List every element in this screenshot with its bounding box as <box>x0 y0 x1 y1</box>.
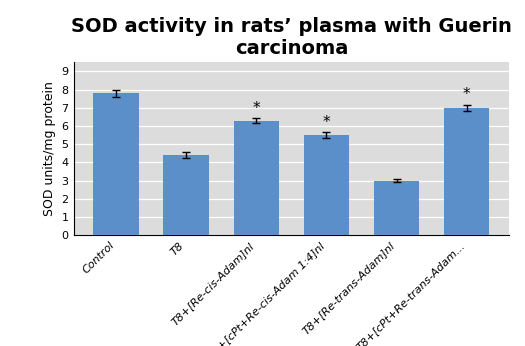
Bar <box>303 135 349 235</box>
Y-axis label: SOD units/mg protein: SOD units/mg protein <box>43 81 56 216</box>
Bar <box>374 181 419 235</box>
Bar <box>234 120 279 235</box>
Text: *: * <box>323 115 330 130</box>
Bar <box>444 108 489 235</box>
Bar <box>93 93 139 235</box>
Title: SOD activity in rats’ plasma with Guerin
carcinoma: SOD activity in rats’ plasma with Guerin… <box>71 17 512 58</box>
Text: *: * <box>253 101 260 116</box>
Text: *: * <box>463 87 470 102</box>
Bar <box>163 155 209 235</box>
